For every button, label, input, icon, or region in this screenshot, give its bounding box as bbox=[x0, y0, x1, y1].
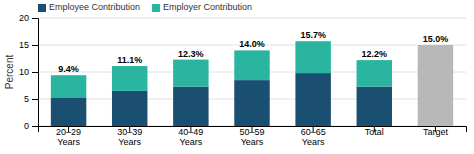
tick-label: 20 bbox=[19, 13, 29, 23]
bar bbox=[295, 73, 330, 126]
bar bbox=[295, 41, 330, 73]
tick: Total bbox=[365, 126, 384, 137]
tick: 20–29Years bbox=[56, 126, 81, 147]
tick: 60–65Years bbox=[301, 126, 326, 147]
tick-label-line: Years bbox=[57, 137, 80, 147]
tick-label-line: Years bbox=[241, 137, 264, 147]
legend-item: Employer Contribution bbox=[152, 2, 252, 12]
tick-label: 20–29Years bbox=[56, 127, 81, 147]
tick: 5 bbox=[24, 94, 38, 104]
tick-label-line: Total bbox=[365, 127, 384, 137]
total-label: 11.1% bbox=[117, 55, 142, 65]
total-label: 12.3% bbox=[178, 49, 204, 59]
bar bbox=[418, 45, 453, 126]
total-label: 14.0% bbox=[239, 39, 265, 49]
x-axis: 20–29Years30–39Years40–49Years50–59Years… bbox=[39, 126, 467, 147]
tick: 0 bbox=[24, 121, 38, 131]
tick-mark bbox=[32, 18, 38, 19]
tick-label-line: Years bbox=[302, 137, 325, 147]
tick-label: 10 bbox=[19, 67, 29, 77]
total-labels: 9.4% 11.1% 12.3% 14.0% 15.7% 12.2% 15.0% bbox=[58, 30, 448, 74]
bar bbox=[234, 80, 269, 126]
series bbox=[51, 41, 392, 97]
bar bbox=[112, 66, 147, 91]
total-label: 15.7% bbox=[300, 30, 326, 40]
tick-label-line: 30–39 bbox=[117, 127, 142, 137]
bar bbox=[234, 50, 269, 80]
axis-line bbox=[32, 19, 39, 127]
total-label: 9.4% bbox=[58, 64, 79, 74]
tick-label-line: 50–59 bbox=[239, 127, 264, 137]
tick: 30–39Years bbox=[117, 126, 142, 147]
tick: 15 bbox=[19, 40, 38, 50]
tick-label: 50–59Years bbox=[239, 127, 264, 147]
grid-line bbox=[38, 18, 466, 19]
tick: Target bbox=[423, 126, 449, 137]
tick-label: 15 bbox=[19, 40, 29, 50]
tick: 50–59Years bbox=[239, 126, 264, 147]
tick-label-line: Years bbox=[118, 137, 141, 147]
tick-label: 60–65Years bbox=[301, 127, 326, 147]
bar bbox=[51, 97, 86, 126]
tick-label-line: 60–65 bbox=[301, 127, 326, 137]
bar bbox=[173, 87, 208, 126]
chart: 0510152020–29Years30–39Years40–49Years50… bbox=[0, 0, 474, 154]
y-axis: 0 5 10 15 20 bbox=[19, 13, 39, 131]
legend-label: Employer Contribution bbox=[163, 2, 252, 12]
bar bbox=[357, 87, 392, 126]
legend-swatch bbox=[152, 4, 160, 12]
bar bbox=[51, 75, 86, 97]
tick-mark bbox=[32, 126, 38, 127]
tick-label-line: 40–49 bbox=[178, 127, 203, 137]
tick-label: Target bbox=[423, 127, 449, 137]
grid bbox=[38, 18, 466, 126]
legend-swatch bbox=[38, 4, 46, 12]
tick-label: 40–49Years bbox=[178, 127, 203, 147]
tick: 20 bbox=[19, 13, 38, 23]
y-axis-title: Percent bbox=[4, 55, 15, 90]
bar bbox=[112, 91, 147, 126]
tick-mark bbox=[32, 45, 38, 46]
tick: 10 bbox=[19, 67, 38, 77]
bar bbox=[357, 60, 392, 86]
tick-label-line: 20–29 bbox=[56, 127, 81, 137]
tick-label: 30–39Years bbox=[117, 127, 142, 147]
series bbox=[418, 45, 453, 126]
legend: Employee Contribution Employer Contributi… bbox=[38, 2, 252, 12]
tick-mark bbox=[32, 99, 38, 100]
bars bbox=[51, 41, 453, 126]
tick: 40–49Years bbox=[178, 126, 203, 147]
bar bbox=[173, 60, 208, 87]
series bbox=[51, 73, 392, 126]
legend-item: Employee Contribution bbox=[38, 2, 140, 12]
tick-label: Total bbox=[365, 127, 384, 137]
legend-label: Employee Contribution bbox=[49, 2, 140, 12]
total-label: 12.2% bbox=[362, 49, 388, 59]
total-label: 15.0% bbox=[423, 34, 449, 44]
tick-label: 0 bbox=[24, 121, 29, 131]
tick-label-line: Target bbox=[423, 127, 449, 137]
tick-label: 5 bbox=[24, 94, 29, 104]
tick-mark bbox=[32, 72, 38, 73]
plot: 0510152020–29Years30–39Years40–49Years50… bbox=[19, 13, 467, 147]
tick-label-line: Years bbox=[180, 137, 203, 147]
